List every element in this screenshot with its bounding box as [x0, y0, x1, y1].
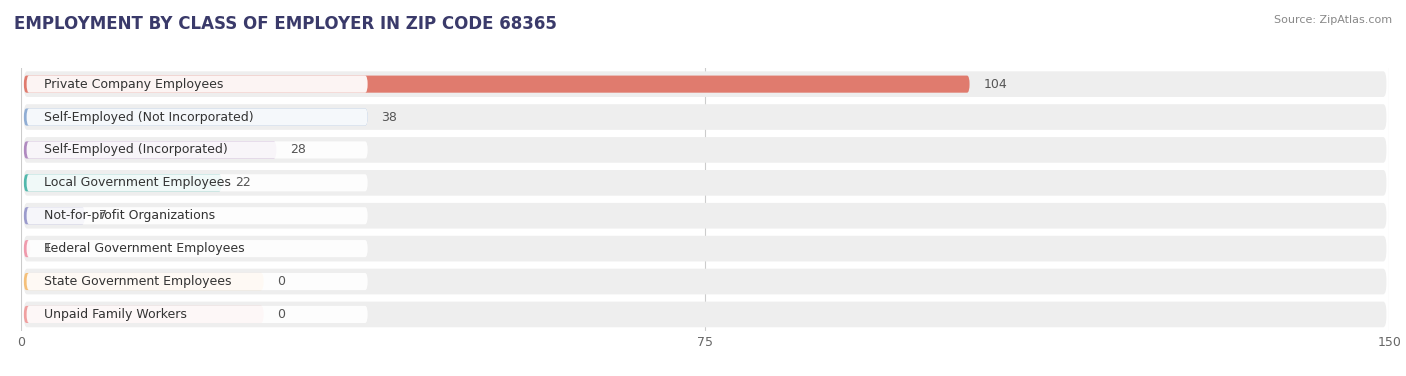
FancyBboxPatch shape	[27, 174, 367, 191]
FancyBboxPatch shape	[24, 170, 1386, 196]
FancyBboxPatch shape	[24, 174, 222, 191]
FancyBboxPatch shape	[24, 306, 264, 323]
Text: Federal Government Employees: Federal Government Employees	[44, 242, 245, 255]
FancyBboxPatch shape	[24, 76, 970, 92]
Text: 0: 0	[277, 308, 285, 321]
Text: 38: 38	[381, 111, 398, 124]
FancyBboxPatch shape	[24, 137, 1386, 163]
FancyBboxPatch shape	[24, 203, 1386, 229]
FancyBboxPatch shape	[24, 207, 84, 224]
FancyBboxPatch shape	[24, 108, 367, 126]
FancyBboxPatch shape	[24, 104, 1386, 130]
Text: Self-Employed (Incorporated): Self-Employed (Incorporated)	[44, 143, 228, 156]
FancyBboxPatch shape	[27, 108, 367, 126]
Text: EMPLOYMENT BY CLASS OF EMPLOYER IN ZIP CODE 68365: EMPLOYMENT BY CLASS OF EMPLOYER IN ZIP C…	[14, 15, 557, 33]
Text: 1: 1	[44, 242, 52, 255]
FancyBboxPatch shape	[24, 236, 1386, 261]
Text: Source: ZipAtlas.com: Source: ZipAtlas.com	[1274, 15, 1392, 25]
FancyBboxPatch shape	[27, 273, 367, 290]
FancyBboxPatch shape	[27, 306, 367, 323]
FancyBboxPatch shape	[24, 240, 30, 257]
Text: State Government Employees: State Government Employees	[44, 275, 232, 288]
Text: 22: 22	[235, 176, 252, 190]
FancyBboxPatch shape	[24, 269, 1386, 294]
Text: Local Government Employees: Local Government Employees	[44, 176, 231, 190]
Text: 28: 28	[290, 143, 307, 156]
FancyBboxPatch shape	[24, 273, 264, 290]
Text: 104: 104	[983, 77, 1007, 91]
Text: Not-for-profit Organizations: Not-for-profit Organizations	[44, 209, 215, 222]
FancyBboxPatch shape	[27, 141, 367, 159]
FancyBboxPatch shape	[24, 302, 1386, 327]
FancyBboxPatch shape	[27, 207, 367, 224]
Text: Private Company Employees: Private Company Employees	[44, 77, 224, 91]
FancyBboxPatch shape	[27, 76, 367, 92]
FancyBboxPatch shape	[24, 141, 277, 159]
Text: Self-Employed (Not Incorporated): Self-Employed (Not Incorporated)	[44, 111, 253, 124]
Text: 7: 7	[98, 209, 107, 222]
FancyBboxPatch shape	[24, 71, 1386, 97]
Text: Unpaid Family Workers: Unpaid Family Workers	[44, 308, 187, 321]
FancyBboxPatch shape	[27, 240, 367, 257]
Text: 0: 0	[277, 275, 285, 288]
